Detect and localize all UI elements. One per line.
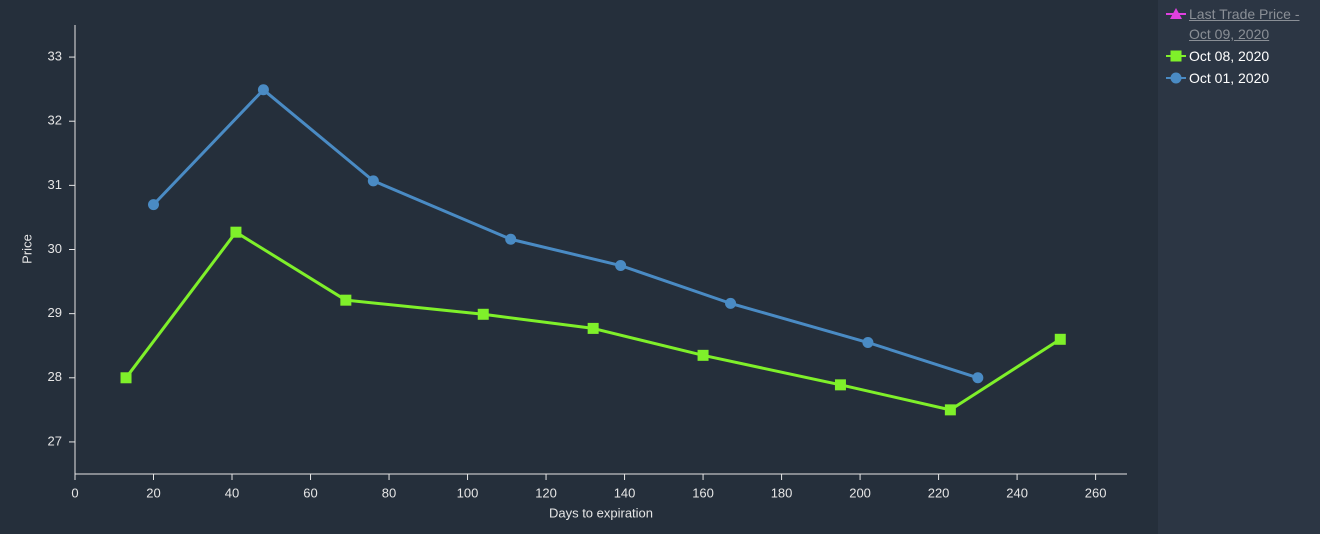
x-tick-label: 180 — [771, 485, 793, 500]
marker — [1170, 8, 1182, 19]
marker — [120, 372, 132, 384]
y-tick-label: 28 — [48, 369, 62, 384]
legend-label: Oct 08, 2020 — [1189, 48, 1270, 64]
y-tick-label: 29 — [48, 305, 62, 320]
legend: Last Trade Price - Oct 09, 2020 Oct 08, 2… — [1158, 0, 1320, 534]
marker — [367, 175, 379, 187]
marker — [1170, 72, 1182, 84]
marker — [505, 233, 517, 245]
marker — [1054, 333, 1066, 345]
y-tick-label: 32 — [48, 113, 62, 128]
marker — [230, 226, 242, 238]
legend-icon — [1166, 72, 1186, 84]
marker — [834, 379, 846, 391]
marker — [340, 294, 352, 306]
x-tick-label: 0 — [71, 485, 78, 500]
x-tick-label: 220 — [928, 485, 950, 500]
x-tick-label: 40 — [225, 485, 239, 500]
marker — [148, 199, 160, 211]
y-tick-label: 27 — [48, 433, 62, 448]
x-tick-label: 200 — [849, 485, 871, 500]
legend-label: Oct 01, 2020 — [1189, 70, 1270, 86]
series-line — [152, 88, 979, 380]
marker — [477, 308, 489, 320]
legend-label: Last Trade Price - Oct 09, 2020 — [1189, 6, 1300, 42]
legend-icon — [1166, 50, 1186, 62]
marker — [944, 404, 956, 416]
x-axis-label: Days to expiration — [549, 505, 653, 520]
marker — [725, 297, 737, 309]
x-tick-label: 120 — [535, 485, 557, 500]
legend-entry[interactable]: Oct 08, 2020 — [1158, 46, 1311, 66]
y-tick-label: 30 — [48, 241, 62, 256]
x-tick-label: 260 — [1085, 485, 1107, 500]
x-tick-label: 100 — [457, 485, 479, 500]
marker — [615, 260, 627, 272]
marker — [972, 372, 984, 384]
x-tick-label: 160 — [692, 485, 714, 500]
x-tick-label: 240 — [1006, 485, 1028, 500]
marker — [862, 337, 874, 349]
x-tick-label: 20 — [146, 485, 160, 500]
x-tick-label: 140 — [614, 485, 636, 500]
y-tick-label: 33 — [48, 49, 62, 64]
marker — [1170, 50, 1182, 62]
y-axis-label: Price — [19, 234, 34, 264]
legend-entry[interactable]: Last Trade Price - Oct 09, 2020 — [1158, 4, 1311, 44]
y-tick-label: 31 — [48, 177, 62, 192]
chart: Days to expiration Price 27 28 29 30 31 32 33 0… — [19, 25, 1127, 520]
x-tick-label: 60 — [303, 485, 317, 500]
marker — [587, 322, 599, 334]
marker — [257, 84, 269, 96]
x-tick-label: 80 — [382, 485, 396, 500]
legend-icon — [1166, 8, 1186, 19]
marker — [697, 349, 709, 361]
legend-entry[interactable]: Oct 01, 2020 — [1158, 68, 1311, 88]
